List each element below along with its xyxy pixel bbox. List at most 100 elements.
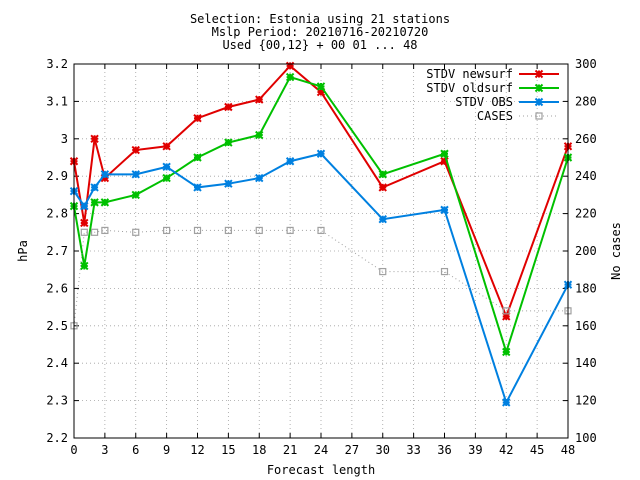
x-tick-label: 12 xyxy=(190,443,204,457)
data-point xyxy=(316,87,326,97)
y2-tick-label: 300 xyxy=(575,57,597,71)
legend-label: STDV OBS xyxy=(455,95,513,109)
x-tick-label: 33 xyxy=(406,443,420,457)
data-point xyxy=(224,226,232,235)
series-stdv-oldsurf xyxy=(69,72,573,357)
y2-tick-label: 240 xyxy=(575,169,597,183)
y2-tick-label: 260 xyxy=(575,132,597,146)
legend-marker xyxy=(534,97,544,107)
data-point xyxy=(316,82,326,91)
data-point xyxy=(378,183,387,192)
data-point xyxy=(440,149,449,158)
data-point xyxy=(316,149,326,158)
x-tick-label: 6 xyxy=(132,443,139,457)
data-point xyxy=(100,173,110,183)
data-point xyxy=(100,198,110,207)
data-point xyxy=(80,228,88,236)
data-point xyxy=(193,183,202,192)
legend-entry: CASES xyxy=(477,109,559,123)
x-tick-label: 18 xyxy=(252,443,266,457)
data-point xyxy=(101,226,109,235)
chart-title-line-2: Mslp Period: 20210716-20210720 xyxy=(212,25,429,39)
data-point xyxy=(131,170,140,179)
y-tick-label: 2.5 xyxy=(46,319,68,333)
y2-tick-label: 140 xyxy=(575,356,597,370)
x-tick-label: 0 xyxy=(70,443,77,457)
data-point xyxy=(224,179,233,188)
y-tick-label: 3 xyxy=(61,132,68,146)
plot-frame xyxy=(73,63,569,439)
data-point xyxy=(193,114,202,123)
legend-marker xyxy=(534,69,544,79)
data-point xyxy=(90,134,99,144)
data-point xyxy=(132,228,140,236)
legend-marker xyxy=(534,83,544,93)
legend-marker xyxy=(535,112,543,120)
data-point xyxy=(162,142,171,151)
y-tick-label: 2.7 xyxy=(46,244,68,258)
series-stdv-obs xyxy=(69,149,573,407)
data-point xyxy=(80,201,89,211)
data-point xyxy=(440,267,449,276)
x-tick-label: 36 xyxy=(437,443,451,457)
x-tick-label: 9 xyxy=(163,443,170,457)
data-point xyxy=(162,162,171,172)
data-point xyxy=(378,170,387,179)
data-point xyxy=(502,347,511,357)
data-point xyxy=(255,226,263,235)
y-tick-label: 2.2 xyxy=(46,431,68,445)
y2-tick-label: 120 xyxy=(575,394,597,408)
data-point xyxy=(285,61,295,71)
data-point xyxy=(285,72,295,82)
data-point xyxy=(286,226,294,235)
data-point xyxy=(440,205,449,215)
y-tick-label: 3.1 xyxy=(46,94,68,108)
y2-tick-label: 220 xyxy=(575,207,597,221)
x-tick-label: 39 xyxy=(468,443,482,457)
x-axis-label: Forecast length xyxy=(267,463,375,477)
legend-label: CASES xyxy=(477,109,513,123)
data-point xyxy=(90,198,99,207)
data-point xyxy=(378,215,387,224)
y-axis-label: hPa xyxy=(16,240,30,262)
y2-axis-label: No cases xyxy=(609,222,623,280)
data-point xyxy=(379,267,387,276)
y-tick-label: 3.2 xyxy=(46,57,68,71)
x-tick-label: 3 xyxy=(101,443,108,457)
x-tick-label: 48 xyxy=(561,443,575,457)
series-line xyxy=(73,152,569,406)
x-tick-label: 24 xyxy=(314,443,328,457)
data-point xyxy=(193,153,202,162)
data-point xyxy=(255,130,264,140)
data-point xyxy=(255,173,264,183)
y2-tick-label: 200 xyxy=(575,244,597,258)
data-point xyxy=(90,183,99,192)
y-tick-label: 2.6 xyxy=(46,281,68,295)
data-point xyxy=(224,138,233,147)
data-point xyxy=(317,226,325,235)
data-point xyxy=(502,398,511,407)
y-tick-label: 2.8 xyxy=(46,207,68,221)
y2-tick-label: 280 xyxy=(575,94,597,108)
legend-label: STDV newsurf xyxy=(426,67,513,81)
data-point xyxy=(440,157,449,166)
data-point xyxy=(162,173,171,183)
data-point xyxy=(80,218,89,228)
y2-tick-label: 100 xyxy=(575,431,597,445)
data-point xyxy=(285,157,295,166)
legend-entry: STDV oldsurf xyxy=(426,81,559,95)
data-point xyxy=(90,228,99,236)
chart-title-line-1: Selection: Estonia using 21 stations xyxy=(190,12,450,26)
series-cases xyxy=(70,226,572,330)
y-tick-label: 2.3 xyxy=(46,394,68,408)
y2-tick-label: 180 xyxy=(575,281,597,295)
y-tick-label: 2.9 xyxy=(46,169,68,183)
x-tick-label: 15 xyxy=(221,443,235,457)
data-point xyxy=(193,226,202,235)
x-tick-label: 30 xyxy=(376,443,390,457)
chart-title-line-3: Used {00,12} + 00 01 ... 48 xyxy=(222,38,417,52)
y-tick-label: 2.4 xyxy=(46,356,68,370)
legend-entry: STDV OBS xyxy=(455,95,559,109)
y2-tick-label: 160 xyxy=(575,319,597,333)
